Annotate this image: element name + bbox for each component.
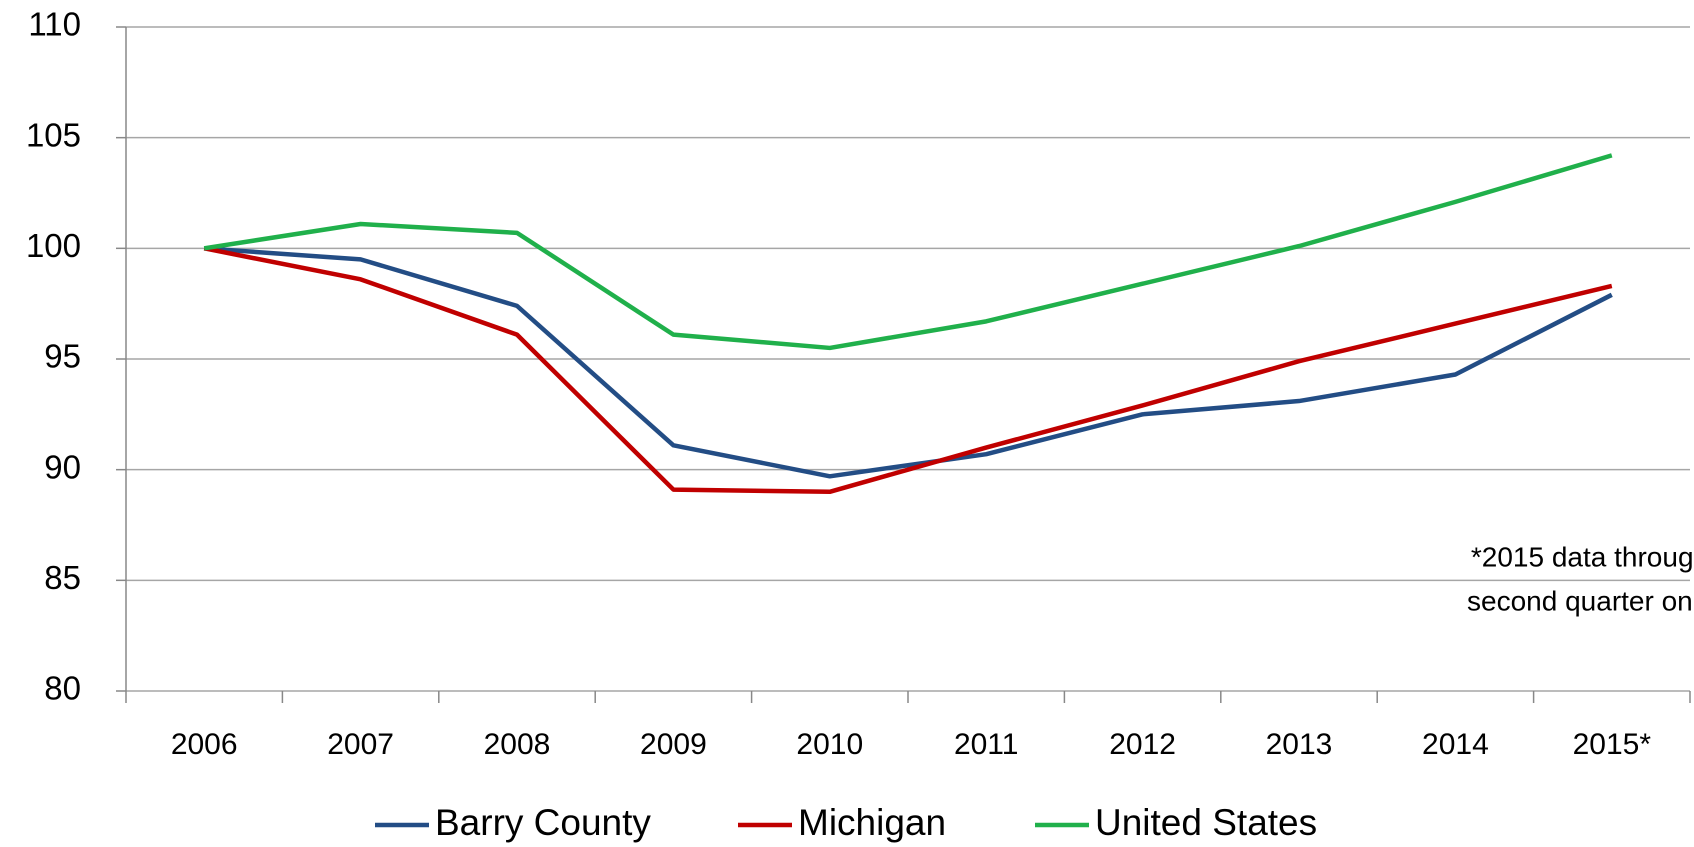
x-tick-label: 2006 [171,728,238,761]
line-series [203,153,1613,351]
annotation: *2015 data through [1471,541,1694,572]
x-tick-label: 2013 [1266,728,1333,761]
line-series [204,246,1613,479]
line-series [203,246,1613,495]
x-tick-label: 2012 [1109,728,1176,761]
x-tick-label: 2014 [1422,728,1489,761]
y-tick-label: 90 [44,448,81,485]
legend-label: Barry County [435,802,651,843]
y-tick-label: 105 [26,116,81,153]
annotation: second quarter only [1467,585,1694,616]
x-tick-label: 2010 [796,728,863,761]
y-tick-label: 85 [44,559,81,596]
x-tick-label: 2015* [1573,728,1652,761]
y-tick-label: 100 [26,227,81,264]
y-tick-label: 95 [44,338,81,375]
legend-label: Michigan [798,802,946,843]
legend-label: United States [1095,802,1317,843]
x-tick-label: 2008 [484,728,551,761]
x-tick-label: 2007 [327,728,394,761]
x-tick-label: 2009 [640,728,707,761]
y-tick-label: 80 [44,670,81,707]
y-tick-label: 110 [28,6,81,43]
x-tick-label: 2011 [954,728,1019,761]
